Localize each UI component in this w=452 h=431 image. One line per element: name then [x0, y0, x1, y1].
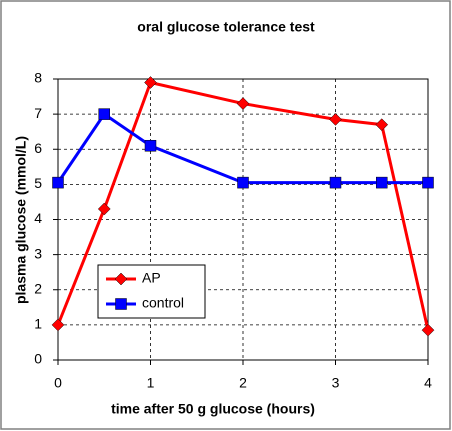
- x-tick-label: 1: [147, 375, 155, 391]
- y-axis-label: plasma glucose (mmol/L): [13, 136, 29, 304]
- data-point: [329, 113, 342, 126]
- y-tick-label: 1: [34, 316, 42, 332]
- data-point: [144, 139, 157, 152]
- data-point: [52, 176, 64, 189]
- data-point: [376, 176, 388, 189]
- x-tick-label: 0: [54, 375, 62, 391]
- x-tick-label: 4: [424, 375, 432, 391]
- legend-marker: [114, 272, 128, 286]
- y-tick-label: 3: [34, 245, 42, 261]
- chart-title: oral glucose tolerance test: [137, 19, 315, 35]
- y-tick-label: 2: [34, 280, 42, 296]
- x-tick-label: 3: [332, 375, 340, 391]
- data-point: [98, 108, 110, 120]
- y-tick-label: 7: [34, 105, 42, 121]
- legend-label: control: [142, 295, 184, 311]
- legend-marker: [115, 298, 127, 310]
- legend-label: AP: [142, 270, 161, 286]
- x-tick-label: 2: [239, 375, 247, 391]
- y-tick-label: 5: [34, 175, 42, 191]
- data-point: [144, 76, 157, 89]
- y-tick-label: 6: [34, 140, 42, 156]
- data-point: [421, 323, 435, 337]
- data-point: [236, 97, 250, 110]
- data-point: [97, 202, 111, 216]
- data-point: [237, 176, 249, 189]
- y-tick-label: 8: [34, 70, 42, 86]
- x-axis-label: time after 50 g glucose (hours): [111, 401, 315, 417]
- data-point: [422, 176, 434, 189]
- data-point: [375, 118, 389, 132]
- data-point: [329, 176, 342, 189]
- y-tick-label: 4: [34, 210, 42, 226]
- data-point: [51, 318, 65, 332]
- y-tick-label: 0: [34, 351, 42, 367]
